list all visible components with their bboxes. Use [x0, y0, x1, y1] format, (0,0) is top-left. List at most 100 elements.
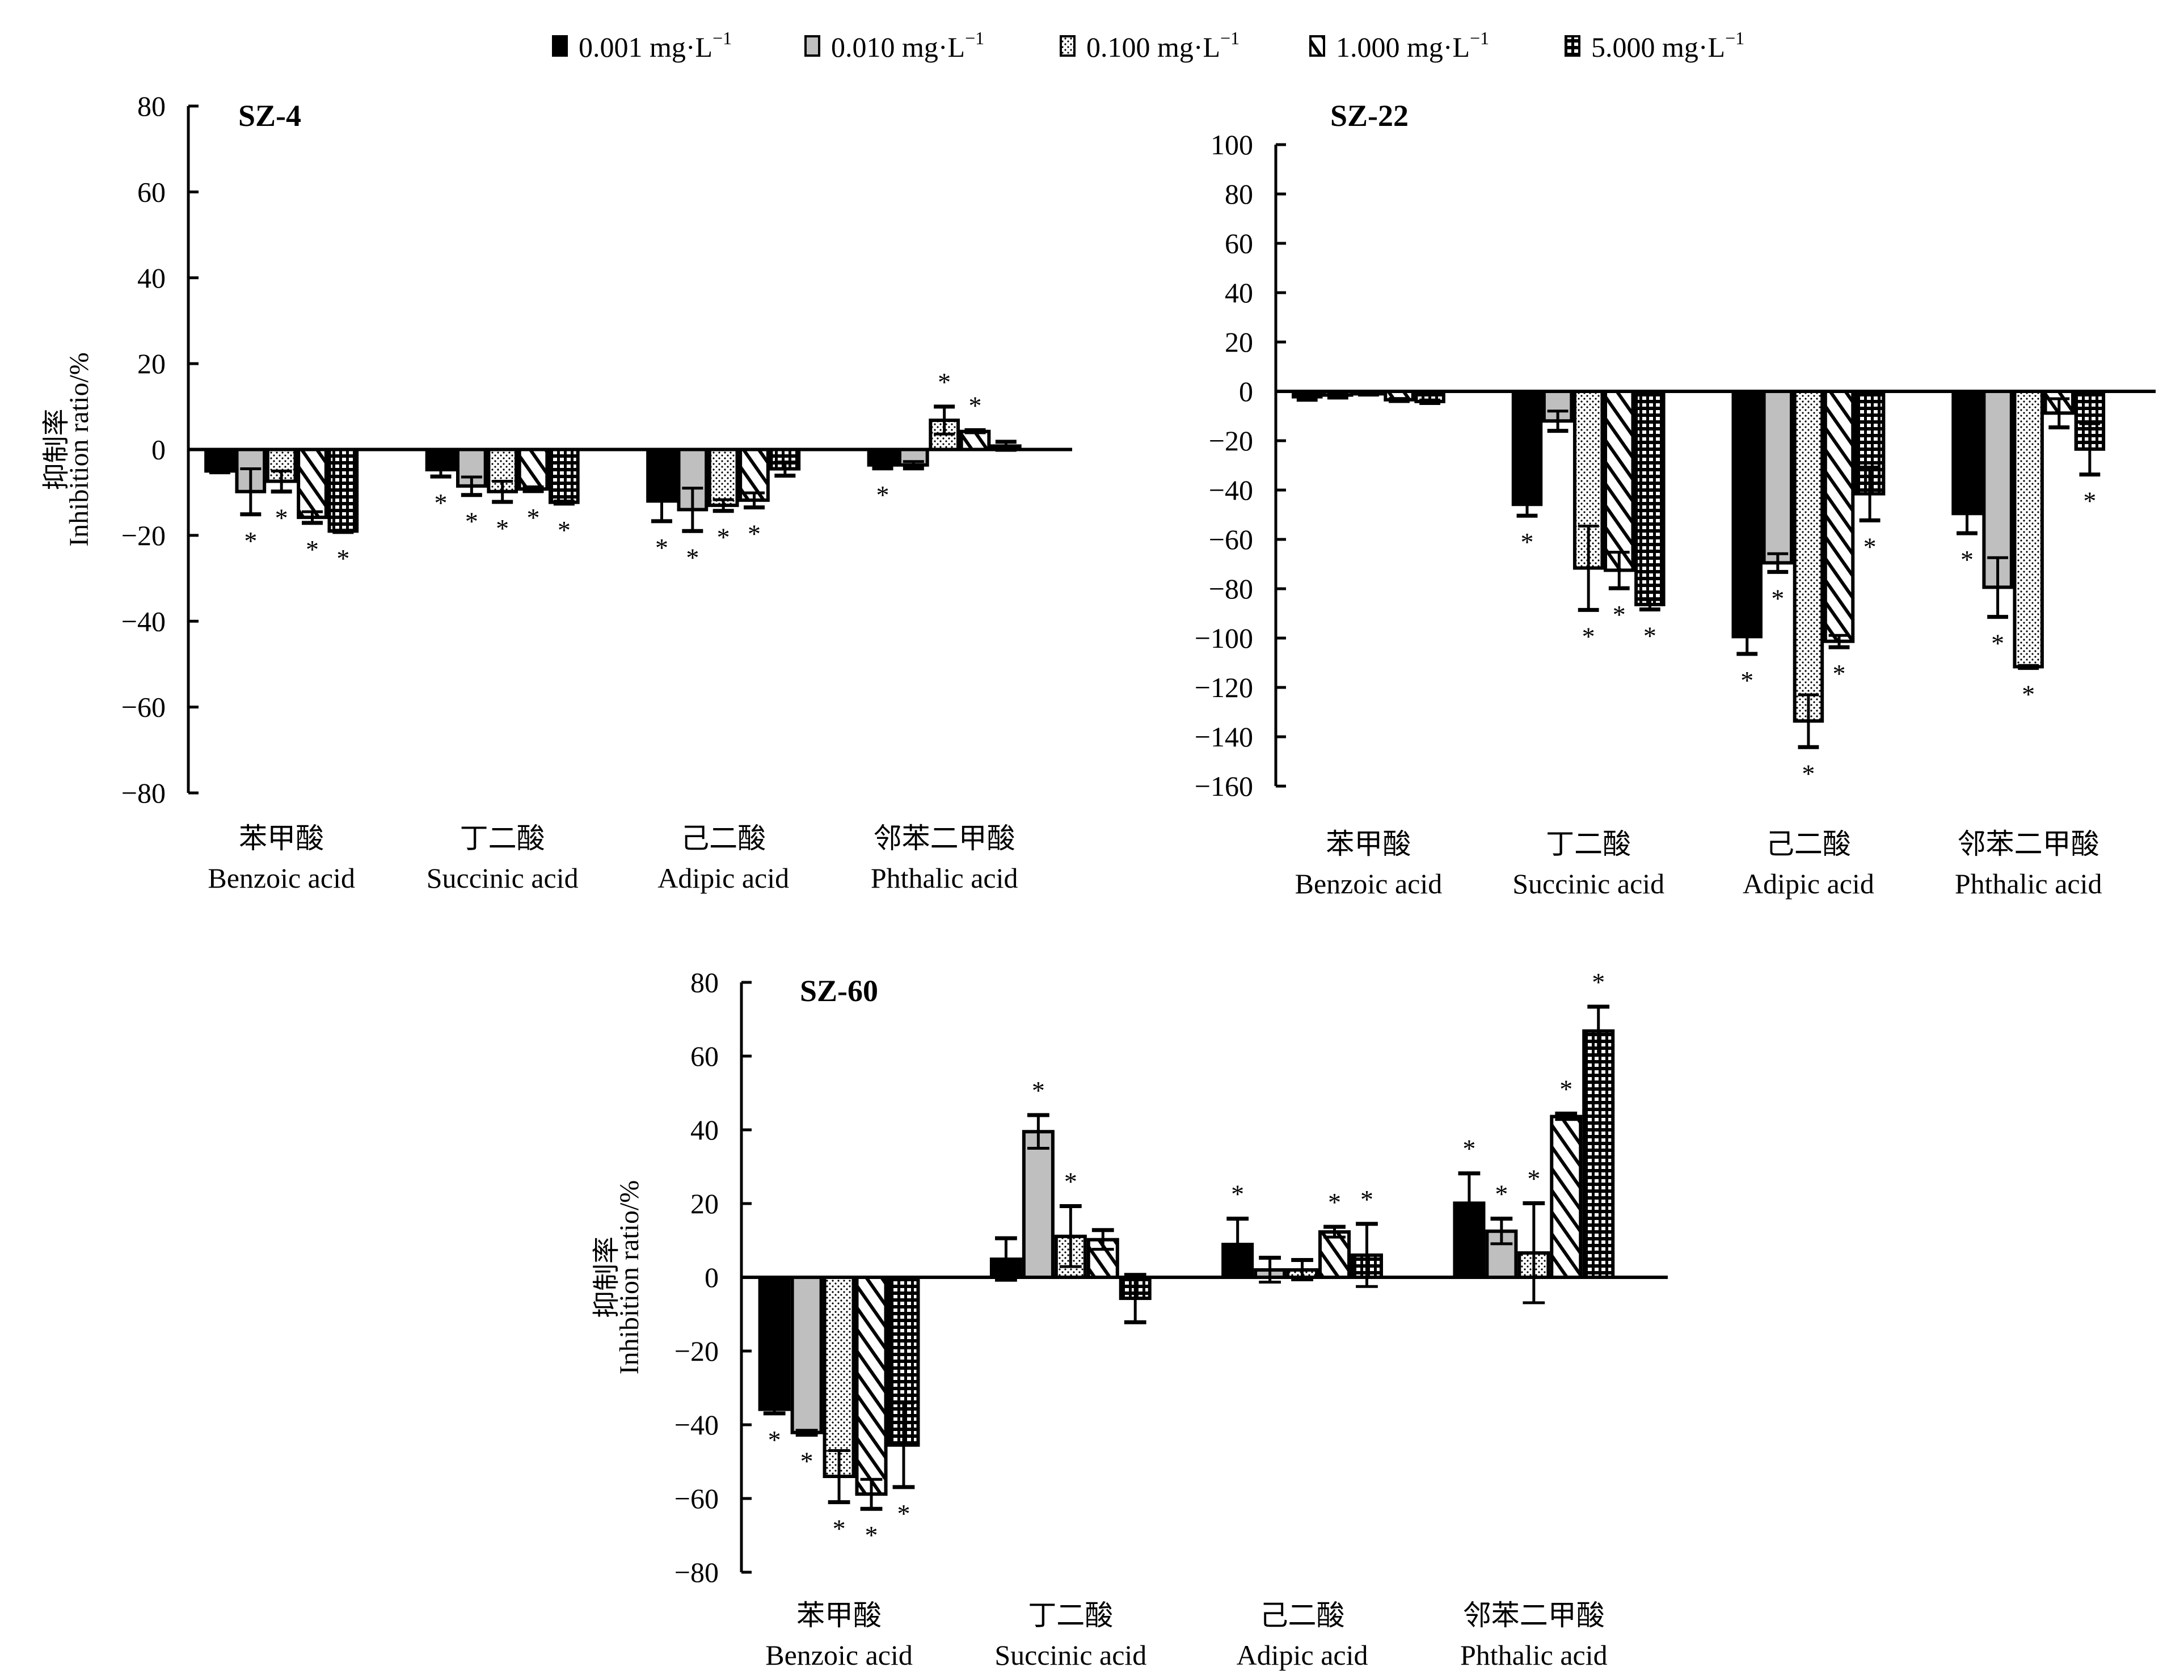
- legend-label: 0.100 mg·L−1: [1086, 28, 1239, 63]
- y-tick-label: 20: [690, 1188, 719, 1219]
- chart-title: SZ-60: [800, 974, 878, 1008]
- significance-marker: *: [865, 1521, 878, 1550]
- y-tick-label: 80: [137, 90, 166, 122]
- x-category-label-en: Adipic acid: [657, 862, 789, 894]
- y-tick-label: 0: [705, 1261, 719, 1293]
- legend-label: 0.010 mg·L−1: [831, 28, 984, 63]
- bar: [823, 1276, 855, 1478]
- bar: [790, 1276, 823, 1434]
- significance-marker: *: [748, 520, 761, 548]
- significance-marker: *: [655, 533, 668, 562]
- chart-title: SZ-4: [238, 99, 301, 133]
- y-tick-label: −140: [1195, 721, 1253, 753]
- x-category-label-cn: 邻苯二甲酸: [1463, 1599, 1605, 1631]
- significance-marker: *: [1462, 1134, 1475, 1163]
- bar: [1550, 1115, 1583, 1279]
- significance-marker: *: [1643, 622, 1656, 651]
- y-axis-label-cn: 抑制率: [41, 408, 71, 490]
- significance-marker: *: [1613, 600, 1626, 629]
- significance-marker: *: [244, 526, 257, 555]
- significance-marker: *: [275, 504, 288, 533]
- bar: [1823, 390, 1855, 643]
- bar: [204, 448, 235, 473]
- x-category-label-en: Adipic acid: [1237, 1639, 1368, 1671]
- bar: [517, 448, 549, 491]
- significance-marker: *: [1863, 533, 1877, 562]
- x-category-label-en: Benzoic acid: [1295, 868, 1443, 900]
- y-tick-label: −20: [121, 520, 166, 551]
- significance-marker: *: [1740, 666, 1753, 695]
- legend-superscript: −1: [712, 28, 732, 48]
- y-tick-label: 80: [1225, 178, 1253, 210]
- legend-superscript: −1: [965, 28, 984, 48]
- legend-superscript: −1: [1220, 28, 1239, 48]
- bar: [327, 448, 359, 533]
- significance-marker: *: [1360, 1185, 1373, 1214]
- y-tick-label: −80: [121, 777, 166, 809]
- y-tick-label: −80: [674, 1556, 719, 1588]
- x-category-label-cn: 丁二酸: [460, 822, 545, 854]
- x-category-label-en: Phthalic acid: [1955, 868, 2102, 900]
- significance-marker: *: [1495, 1180, 1508, 1209]
- bar: [549, 448, 580, 504]
- x-category-label-en: Succinic acid: [1512, 868, 1664, 900]
- significance-marker: *: [496, 514, 509, 543]
- significance-marker: *: [527, 503, 540, 532]
- y-tick-label: 20: [1225, 326, 1253, 358]
- significance-marker: *: [969, 391, 982, 420]
- significance-marker: *: [833, 1514, 846, 1543]
- y-tick-label: −80: [1209, 573, 1253, 605]
- bar: [758, 1276, 791, 1411]
- y-tick-label: 20: [137, 348, 166, 379]
- significance-marker: *: [306, 535, 319, 564]
- x-category-label-en: Benzoic acid: [208, 862, 355, 894]
- y-tick-label: −40: [674, 1409, 719, 1441]
- bar: [1582, 1029, 1615, 1280]
- x-category-label-en: Succinic acid: [427, 862, 579, 894]
- bar: [1731, 390, 1763, 639]
- y-tick-label: 0: [1239, 375, 1253, 407]
- legend: 0.001 mg·L−1 0.010 mg·L−1 0.100 mg·L−1 1.00…: [552, 28, 1744, 63]
- significance-marker: *: [1582, 622, 1595, 651]
- legend-swatch: [1565, 35, 1580, 57]
- legend-superscript: −1: [1470, 28, 1489, 48]
- significance-marker: *: [465, 507, 478, 536]
- significance-marker: *: [1064, 1167, 1077, 1196]
- significance-marker: *: [1833, 659, 1846, 688]
- bar: [297, 448, 328, 520]
- significance-marker: *: [1771, 584, 1784, 613]
- significance-marker: *: [876, 480, 889, 509]
- legend-label: 1.000 mg·L−1: [1336, 28, 1489, 63]
- significance-marker: *: [1527, 1164, 1540, 1193]
- y-tick-label: 40: [137, 262, 166, 294]
- x-category-label-cn: 苯甲酸: [239, 822, 324, 854]
- significance-marker: *: [1991, 629, 2004, 658]
- x-category-label-cn: 邻苯二甲酸: [874, 822, 1015, 854]
- legend-swatch: [1060, 35, 1076, 57]
- y-tick-label: 60: [137, 176, 166, 208]
- y-tick-label: −60: [121, 691, 166, 723]
- x-category-label-en: Succinic acid: [994, 1639, 1146, 1671]
- y-axis-label-cn: 抑制率: [592, 1236, 622, 1318]
- bar: [1604, 390, 1635, 572]
- bar: [1762, 390, 1794, 565]
- legend-swatch: [552, 35, 568, 57]
- chart-title: SZ-22: [1330, 99, 1409, 133]
- significance-marker: *: [1592, 968, 1605, 997]
- bar: [1793, 390, 1824, 723]
- x-category-label-en: Phthalic acid: [1460, 1639, 1608, 1671]
- significance-marker: *: [1032, 1076, 1045, 1105]
- significance-marker: *: [1521, 527, 1534, 556]
- x-category-label-en: Adipic acid: [1743, 868, 1874, 900]
- significance-marker: *: [717, 523, 730, 552]
- y-axis-label-en: Inhibition ratio/%: [64, 352, 94, 547]
- significance-marker: *: [558, 516, 571, 544]
- bar: [1634, 390, 1666, 606]
- significance-marker: *: [768, 1425, 781, 1454]
- significance-marker: *: [1960, 545, 1974, 574]
- significance-marker: *: [336, 544, 349, 573]
- bar: [1022, 1130, 1055, 1279]
- x-category-label-cn: 己二酸: [681, 822, 766, 854]
